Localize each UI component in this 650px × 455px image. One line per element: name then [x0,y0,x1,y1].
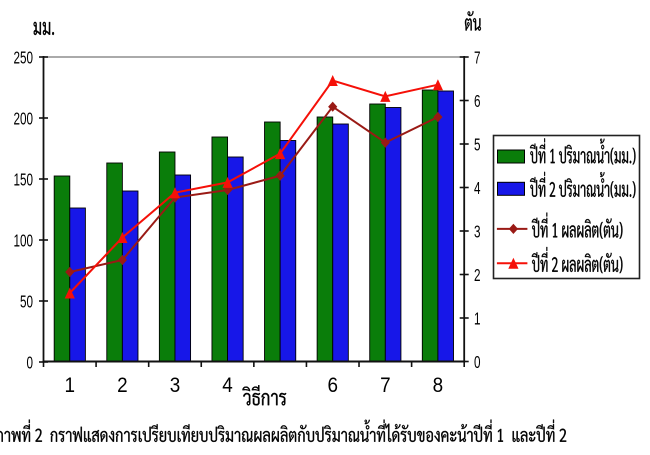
svg-text:1: 1 [474,309,481,329]
svg-text:0: 0 [26,353,33,373]
svg-text:3: 3 [474,222,481,242]
svg-text:2: 2 [117,374,128,397]
svg-text:200: 200 [13,109,33,129]
svg-text:2: 2 [474,265,481,285]
svg-text:7: 7 [474,48,481,68]
svg-text:250: 250 [13,48,33,68]
svg-text:4: 4 [474,178,481,198]
svg-text:150: 150 [13,170,33,190]
svg-text:4: 4 [222,374,233,397]
svg-text:8: 8 [433,374,444,397]
svg-text:7: 7 [380,374,391,397]
svg-text:6: 6 [474,91,481,111]
svg-text:6: 6 [327,374,338,397]
svg-text:0: 0 [474,352,481,372]
svg-text:50: 50 [20,292,33,312]
svg-text:5: 5 [474,135,481,155]
svg-text:100: 100 [13,231,33,251]
svg-text:3: 3 [170,374,181,397]
svg-text:1: 1 [65,374,76,397]
